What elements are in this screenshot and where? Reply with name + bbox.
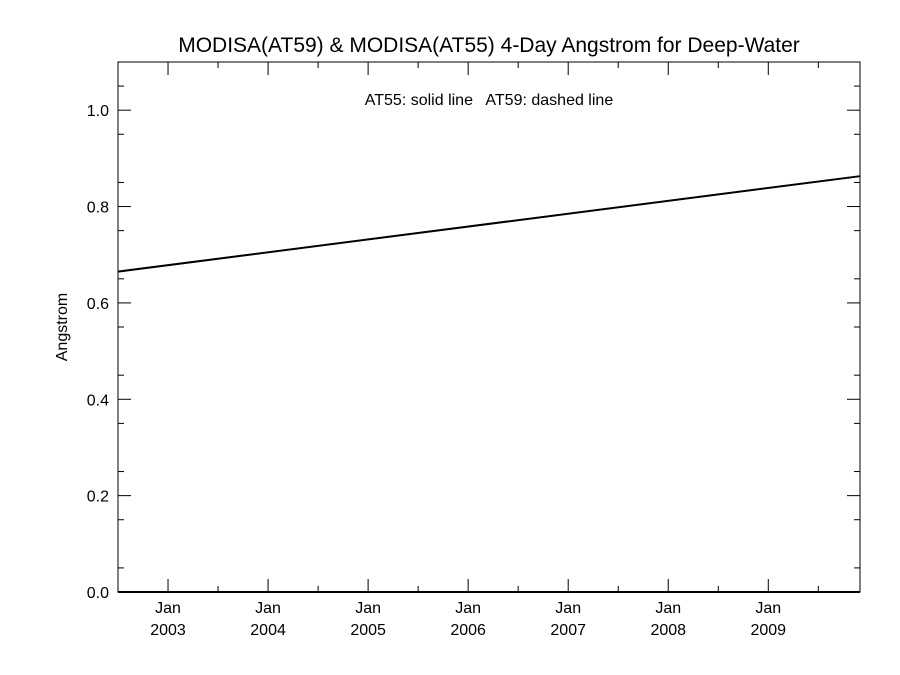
x-tick-label-year: 2008: [650, 622, 686, 639]
y-tick-label: 1.0: [87, 103, 109, 120]
x-tick-label-month: Jan: [755, 600, 781, 617]
x-tick-label-month: Jan: [355, 600, 381, 617]
y-tick-label: 0.4: [87, 392, 109, 409]
x-tick-label-year: 2006: [450, 622, 486, 639]
axis-ticks: [117, 62, 860, 593]
y-tick-label: 0.8: [87, 200, 109, 217]
x-tick-label-year: 2003: [150, 622, 186, 639]
y-tick-label: 0.2: [87, 489, 109, 506]
x-tick-label-year: 2007: [550, 622, 586, 639]
x-tick-label-year: 2004: [250, 622, 286, 639]
tick-labels: 0.0 0.2 0.4 0.6 0.8 1.0 Jan 2003 Jan 2004 Jan 2005 J…: [87, 103, 786, 639]
x-tick-label-month: Jan: [155, 600, 181, 617]
chart-title: MODISA(AT59) & MODISA(AT55) 4-Day Angstr…: [178, 34, 800, 57]
x-tick-label-month: Jan: [655, 600, 681, 617]
y-tick-label: 0.6: [87, 296, 109, 313]
plot-frame: [117, 61, 861, 593]
y-axis-label: Angstrom: [54, 293, 71, 361]
series-line-solid: [117, 175, 861, 273]
x-tick-label-year: 2009: [750, 622, 786, 639]
x-tick-label-year: 2005: [350, 622, 386, 639]
x-tick-label-month: Jan: [455, 600, 481, 617]
x-tick-label-month: Jan: [255, 600, 281, 617]
series-lines: [117, 175, 861, 273]
y-tick-label: 0.0: [87, 585, 109, 602]
chart-annotation: AT55: solid line AT59: dashed line: [365, 92, 614, 109]
x-tick-label-month: Jan: [555, 600, 581, 617]
